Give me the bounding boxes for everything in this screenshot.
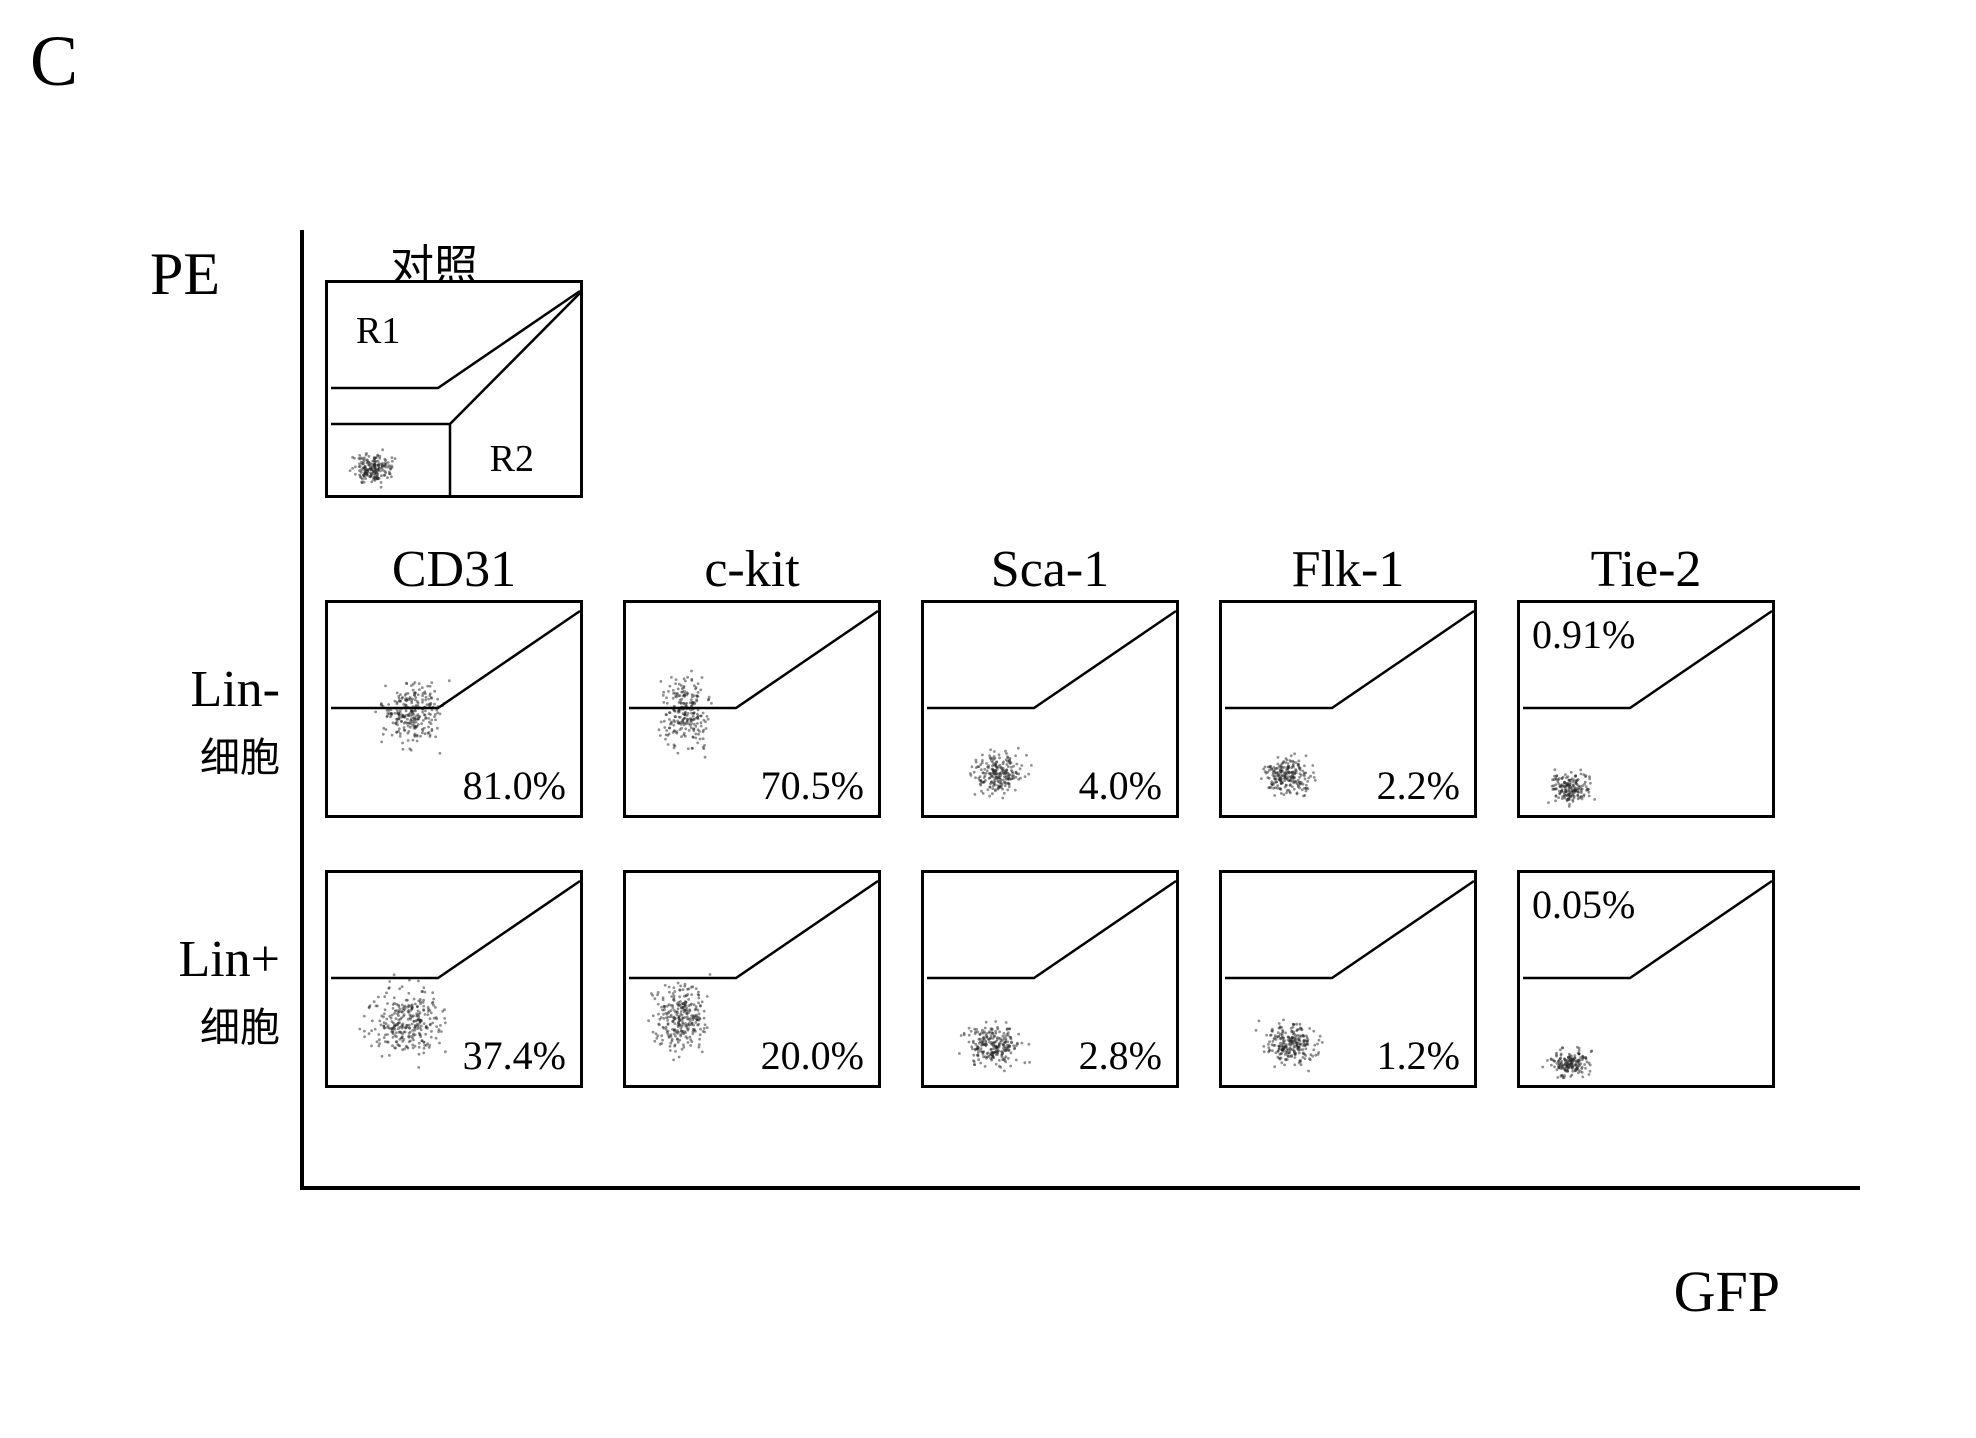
plot-lin_neg-cd31: 81.0%: [325, 600, 583, 818]
y-axis-label: PE: [150, 240, 220, 309]
marker-header-cd31: CD31: [325, 540, 583, 599]
plot-lin_pos-tie-2: 0.05%: [1517, 870, 1775, 1088]
plot-lin_neg-flk-1: 2.2%: [1219, 600, 1477, 818]
plot-lin_neg-c-kit: 70.5%: [623, 600, 881, 818]
plot-lin_pos-cd31: 37.4%: [325, 870, 583, 1088]
gate-r1-label: R1: [356, 309, 400, 353]
figure-container: PE 对照 R1 R2 CD31c-kitSca-1Flk-1Tie-2 Lin…: [130, 230, 1850, 1230]
plot-lin_pos-c-kit: 20.0%: [623, 870, 881, 1088]
marker-header-c-kit: c-kit: [623, 540, 881, 599]
pct-lin_neg-c-kit: 70.5%: [761, 762, 864, 809]
marker-header-sca-1: Sca-1: [921, 540, 1179, 599]
row-sublabel-lin-pos: 细胞: [130, 995, 280, 1053]
pct-lin_pos-sca-1: 2.8%: [1079, 1032, 1162, 1079]
pct-lin_neg-cd31: 81.0%: [463, 762, 566, 809]
pct-lin_pos-cd31: 37.4%: [463, 1032, 566, 1079]
control-plot: R1 R2: [325, 280, 583, 498]
row-label-lin-pos: Lin+: [130, 930, 280, 989]
panel-label: C: [30, 20, 78, 103]
row-label-lin-neg: Lin-: [130, 660, 280, 719]
plot-lin_neg-tie-2: 0.91%: [1517, 600, 1775, 818]
pct-lin_neg-tie-2: 0.91%: [1532, 611, 1635, 658]
gate-r2-label: R2: [490, 437, 534, 481]
plot-lin_pos-sca-1: 2.8%: [921, 870, 1179, 1088]
pct-lin_pos-flk-1: 1.2%: [1377, 1032, 1460, 1079]
plot-lin_neg-sca-1: 4.0%: [921, 600, 1179, 818]
marker-header-tie-2: Tie-2: [1517, 540, 1775, 599]
pct-lin_pos-tie-2: 0.05%: [1532, 881, 1635, 928]
x-axis-label: GFP: [1674, 1258, 1780, 1325]
pct-lin_neg-flk-1: 2.2%: [1377, 762, 1460, 809]
marker-header-flk-1: Flk-1: [1219, 540, 1477, 599]
row-sublabel-lin-neg: 细胞: [130, 725, 280, 783]
pct-lin_pos-c-kit: 20.0%: [761, 1032, 864, 1079]
plot-lin_pos-flk-1: 1.2%: [1219, 870, 1477, 1088]
pct-lin_neg-sca-1: 4.0%: [1079, 762, 1162, 809]
